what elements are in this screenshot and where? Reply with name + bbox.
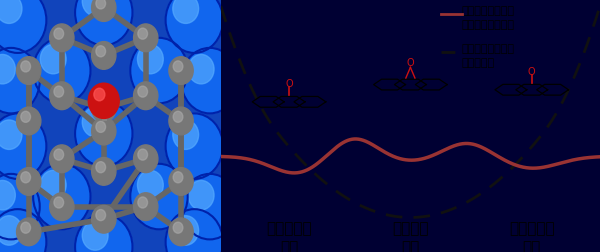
Circle shape — [173, 222, 183, 233]
Circle shape — [50, 193, 74, 220]
Circle shape — [173, 120, 199, 149]
Circle shape — [181, 174, 238, 239]
Circle shape — [0, 48, 40, 113]
Circle shape — [40, 44, 66, 74]
Circle shape — [17, 168, 41, 195]
Circle shape — [166, 0, 223, 53]
Circle shape — [82, 107, 108, 137]
Circle shape — [96, 46, 106, 57]
Text: 銅電極に接触した: 銅電極に接触した — [461, 6, 515, 16]
Circle shape — [21, 111, 31, 122]
Circle shape — [173, 61, 183, 72]
Circle shape — [40, 170, 66, 200]
Circle shape — [0, 113, 46, 179]
Circle shape — [21, 172, 31, 183]
Circle shape — [130, 164, 188, 229]
Circle shape — [54, 86, 64, 97]
Text: エノラート
構造: エノラート 構造 — [509, 222, 554, 252]
Circle shape — [17, 57, 41, 84]
Circle shape — [0, 0, 46, 53]
Circle shape — [173, 111, 183, 122]
Text: グラフェンの場合: グラフェンの場合 — [461, 20, 515, 30]
Circle shape — [173, 216, 199, 245]
Circle shape — [169, 218, 193, 246]
Circle shape — [82, 0, 108, 16]
Circle shape — [138, 197, 148, 208]
Circle shape — [137, 44, 163, 74]
Circle shape — [54, 197, 64, 208]
Circle shape — [0, 180, 16, 210]
Circle shape — [96, 99, 106, 110]
Text: エポキシ
構造: エポキシ 構造 — [392, 222, 428, 252]
Circle shape — [0, 174, 40, 239]
Circle shape — [96, 121, 106, 133]
Circle shape — [92, 94, 116, 122]
Circle shape — [54, 28, 64, 39]
Circle shape — [134, 82, 158, 110]
Circle shape — [92, 42, 116, 69]
Text: グラフェン単層膜: グラフェン単層膜 — [461, 44, 515, 54]
Circle shape — [96, 162, 106, 173]
Circle shape — [169, 107, 193, 135]
Circle shape — [130, 38, 188, 103]
Circle shape — [188, 54, 214, 84]
Circle shape — [33, 38, 91, 103]
Circle shape — [137, 170, 163, 200]
Circle shape — [82, 221, 108, 250]
Circle shape — [134, 193, 158, 220]
Text: のみの場合: のみの場合 — [461, 58, 495, 68]
Circle shape — [173, 0, 199, 23]
Circle shape — [0, 120, 22, 149]
Text: O: O — [528, 67, 536, 77]
Circle shape — [138, 149, 148, 160]
Circle shape — [0, 54, 16, 84]
Circle shape — [33, 164, 91, 229]
Circle shape — [21, 61, 31, 72]
Circle shape — [138, 28, 148, 39]
Circle shape — [17, 218, 41, 246]
Circle shape — [166, 209, 223, 252]
Circle shape — [173, 172, 183, 183]
Circle shape — [75, 214, 133, 252]
Circle shape — [134, 145, 158, 173]
Circle shape — [92, 205, 116, 233]
Circle shape — [92, 158, 116, 185]
Circle shape — [96, 210, 106, 221]
Text: O: O — [407, 58, 414, 68]
Circle shape — [50, 82, 74, 110]
Circle shape — [181, 48, 238, 113]
Circle shape — [96, 0, 106, 9]
Circle shape — [134, 24, 158, 52]
Circle shape — [88, 83, 119, 118]
Circle shape — [94, 88, 105, 101]
Circle shape — [0, 209, 46, 252]
Circle shape — [17, 107, 41, 135]
Circle shape — [75, 101, 133, 166]
Circle shape — [54, 149, 64, 160]
Circle shape — [75, 0, 133, 45]
Text: エノラート
構造: エノラート 構造 — [266, 222, 312, 252]
Circle shape — [138, 86, 148, 97]
Circle shape — [92, 0, 116, 21]
Circle shape — [92, 117, 116, 145]
Circle shape — [166, 113, 223, 179]
Circle shape — [169, 57, 193, 84]
Circle shape — [0, 0, 22, 23]
Circle shape — [50, 24, 74, 52]
Circle shape — [0, 216, 22, 245]
Text: O: O — [285, 79, 293, 89]
Circle shape — [21, 222, 31, 233]
Circle shape — [188, 180, 214, 210]
Circle shape — [50, 145, 74, 173]
Circle shape — [169, 168, 193, 195]
